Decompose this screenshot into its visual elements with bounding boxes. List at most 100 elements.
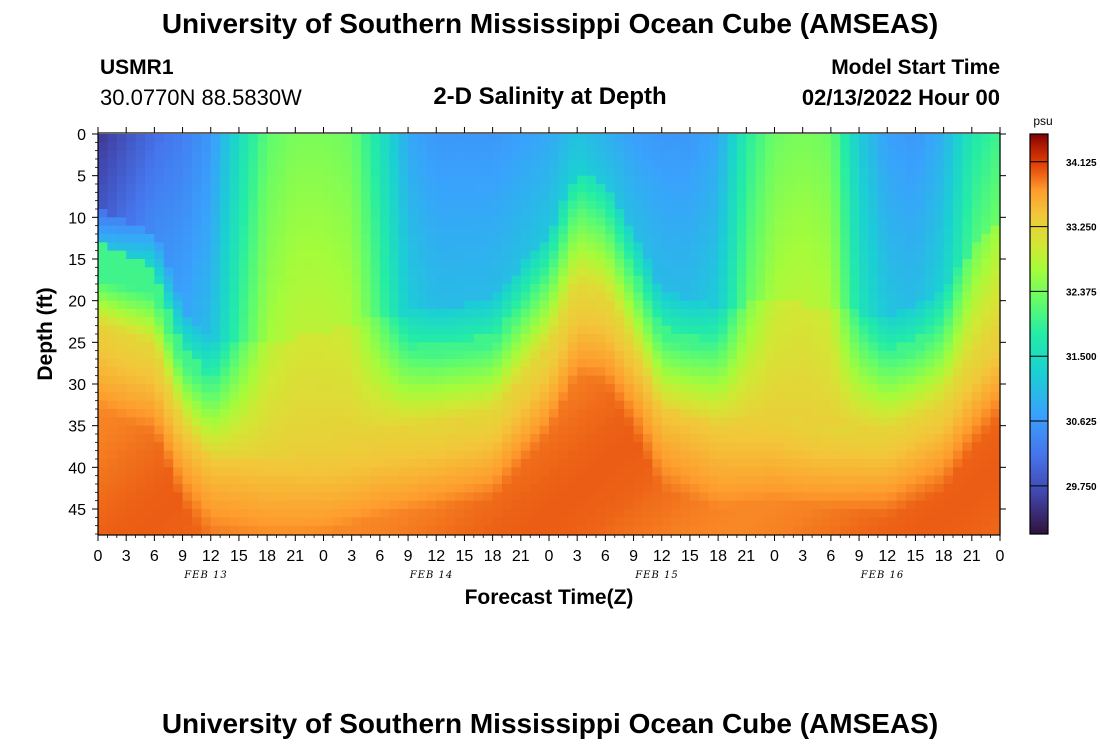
heatmap-cell [163, 459, 174, 468]
heatmap-cell [765, 359, 776, 368]
heatmap-cell [906, 525, 917, 535]
heatmap-cell [539, 250, 550, 260]
heatmap-cell [943, 217, 954, 227]
heatmap-cell [351, 492, 362, 502]
heatmap-cell [849, 200, 860, 210]
heatmap-cell [943, 367, 954, 377]
heatmap-cell [746, 359, 757, 368]
heatmap-cell [191, 434, 202, 443]
heatmap-cell [285, 284, 296, 293]
heatmap-cell [849, 217, 860, 227]
heatmap-cell [436, 484, 447, 493]
heatmap-cell [408, 209, 419, 218]
heatmap-cell [755, 475, 766, 485]
heatmap-cell [511, 509, 522, 518]
heatmap-cell [953, 525, 964, 535]
heatmap-cell [163, 467, 174, 477]
heatmap-cell [464, 217, 475, 227]
heatmap-cell [238, 250, 249, 260]
heatmap-cell [708, 334, 719, 343]
heatmap-cell [558, 417, 569, 427]
heatmap-cell [765, 384, 776, 393]
heatmap-cell [483, 175, 494, 185]
heatmap-cell [736, 167, 747, 177]
heatmap-cell [323, 342, 334, 352]
heatmap-cell [783, 342, 794, 352]
heatmap-cell [201, 400, 212, 410]
heatmap-cell [549, 175, 559, 185]
heatmap-cell [859, 467, 870, 477]
heatmap-cell [492, 309, 503, 318]
heatmap-cell [981, 367, 992, 377]
heatmap-cell [718, 150, 729, 160]
heatmap-cell [370, 317, 381, 327]
heatmap-cell [126, 517, 137, 527]
heatmap-cell [314, 484, 325, 493]
heatmap-cell [539, 317, 550, 327]
heatmap-cell [727, 300, 738, 310]
heatmap-cell [614, 209, 625, 218]
heatmap-cell [520, 242, 531, 252]
heatmap-cell [502, 467, 513, 477]
heatmap-cell [389, 159, 400, 168]
heatmap-cell [210, 242, 221, 252]
heatmap-cell [577, 484, 588, 493]
heatmap-cell [774, 492, 785, 502]
heatmap-cell [417, 209, 428, 218]
heatmap-cell [314, 142, 325, 152]
heatmap-cell [661, 225, 672, 235]
heatmap-cell [567, 442, 578, 452]
heatmap-cell [238, 259, 249, 268]
heatmap-cell [727, 367, 738, 377]
heatmap-cell [802, 425, 813, 435]
heatmap-cell [746, 484, 757, 493]
heatmap-cell [859, 475, 870, 485]
heatmap-cell [971, 492, 982, 502]
heatmap-cell [107, 200, 118, 210]
heatmap-cell [549, 142, 559, 152]
heatmap-cell [426, 284, 437, 293]
heatmap-cell [408, 517, 419, 527]
heatmap-cell [793, 350, 804, 360]
heatmap-cell [783, 359, 794, 368]
heatmap-cell [436, 309, 447, 318]
heatmap-cell [680, 275, 691, 285]
heatmap-cell [877, 467, 888, 477]
heatmap-cell [718, 359, 729, 368]
heatmap-cell [577, 367, 588, 377]
heatmap-cell [314, 167, 325, 177]
heatmap-cell [398, 159, 409, 168]
heatmap-cell [361, 475, 372, 485]
heatmap-cell [718, 175, 729, 185]
heatmap-cell [520, 392, 531, 402]
heatmap-cell [943, 234, 954, 243]
heatmap-cell [295, 200, 306, 210]
heatmap-cell [633, 242, 644, 252]
heatmap-cell [220, 250, 231, 260]
heatmap-cell [887, 292, 898, 302]
heatmap-cell [464, 334, 475, 343]
heatmap-cell [238, 300, 249, 310]
heatmap-cell [981, 525, 992, 535]
heatmap-cell [652, 159, 663, 168]
heatmap-cell [605, 134, 616, 143]
y-tick-label: 0 [77, 127, 86, 144]
heatmap-cell [201, 467, 212, 477]
heatmap-cell [567, 392, 578, 402]
heatmap-cell [511, 492, 522, 502]
heatmap-cell [830, 225, 841, 235]
heatmap-cell [116, 484, 127, 493]
heatmap-cell [163, 234, 174, 243]
heatmap-cell [144, 442, 155, 452]
heatmap-cell [624, 175, 635, 185]
heatmap-cell [614, 517, 625, 527]
heatmap-cell [182, 509, 193, 518]
heatmap-cell [840, 434, 851, 443]
heatmap-cell [163, 259, 174, 268]
heatmap-cell [502, 250, 513, 260]
heatmap-cell [689, 175, 700, 185]
heatmap-cell [680, 250, 691, 260]
heatmap-cell [530, 375, 541, 385]
heatmap-cell [220, 434, 231, 443]
x-tick-label: 6 [826, 548, 835, 565]
